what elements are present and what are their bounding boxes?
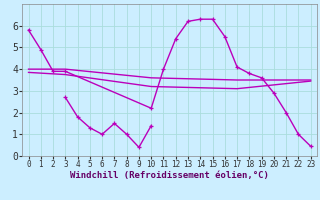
X-axis label: Windchill (Refroidissement éolien,°C): Windchill (Refroidissement éolien,°C): [70, 171, 269, 180]
